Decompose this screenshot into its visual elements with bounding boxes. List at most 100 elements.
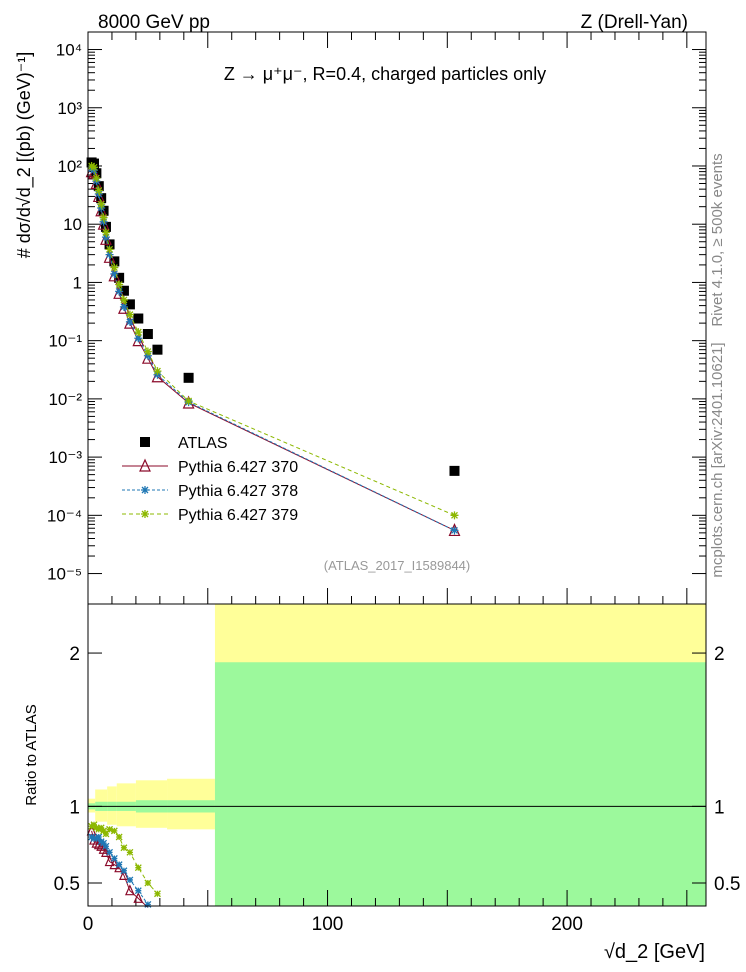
point-marker	[142, 329, 153, 340]
data-series	[85, 157, 461, 908]
ratio-ylabel: Ratio to ATLAS	[23, 704, 40, 805]
point-marker	[110, 269, 119, 278]
point-marker	[126, 876, 134, 884]
point-marker	[184, 396, 193, 405]
point-marker	[102, 830, 110, 838]
point-marker	[106, 825, 114, 833]
point-marker	[114, 272, 125, 283]
point-marker	[119, 302, 128, 311]
point-marker	[183, 372, 194, 383]
ytick-label: 10	[63, 215, 82, 234]
legend-label: Pythia 6.427 379	[178, 507, 298, 524]
point-marker	[125, 317, 134, 326]
legend-entry-0: ATLAS	[140, 435, 228, 452]
legend: ATLAS Pythia 6.427 370 Pythia 6.427 378 Pyt…	[122, 435, 298, 524]
point-marker	[110, 827, 118, 835]
ytick-label: 10³	[57, 99, 82, 118]
rivet-label: Rivet 4.1.0, ≥ 500k events	[709, 153, 726, 326]
point-marker	[134, 334, 143, 343]
point-marker	[143, 347, 152, 356]
legend-entry-1: Pythia 6.427 370	[122, 458, 298, 476]
ytick-label: 10⁻⁴	[47, 506, 82, 525]
top-ylabel: # dσ/d√d_2 [(pb) (GeV)⁻¹]	[14, 52, 35, 259]
point-marker	[95, 833, 103, 841]
point-marker	[143, 351, 152, 360]
ratio-series-1	[88, 833, 152, 908]
legend-label: ATLAS	[178, 435, 228, 452]
series-1	[85, 164, 461, 537]
point-marker	[102, 842, 110, 850]
point-marker	[92, 174, 101, 183]
point-marker	[118, 285, 129, 296]
point-marker	[113, 285, 126, 299]
point-marker	[110, 263, 119, 272]
point-marker	[96, 193, 107, 204]
point-marker	[120, 844, 128, 852]
point-marker	[134, 887, 142, 895]
point-marker	[154, 890, 161, 898]
legend-label: Pythia 6.427 370	[178, 459, 298, 476]
ratio-series-2	[88, 821, 161, 898]
ratio-ytick-label-right: 1	[714, 797, 725, 818]
point-marker	[133, 891, 144, 903]
ytick-label: 10⁻³	[48, 448, 82, 467]
point-marker	[123, 315, 136, 329]
point-marker	[99, 217, 108, 226]
point-marker	[124, 884, 135, 896]
point-marker	[106, 848, 114, 856]
point-marker	[125, 310, 134, 319]
legend-entry-3: Pythia 6.427 379	[122, 507, 298, 524]
ytick-label: 10⁻¹	[48, 332, 82, 351]
point-marker	[115, 280, 124, 289]
point-marker	[94, 186, 103, 195]
ratio-ytick-label: 2	[69, 644, 80, 665]
point-marker	[101, 228, 110, 237]
point-marker	[450, 511, 459, 520]
point-marker	[100, 221, 111, 232]
point-marker	[115, 861, 123, 869]
ratio-ytick-label-right: 0.5	[714, 874, 740, 895]
header-right: Z (Drell-Yan)	[581, 12, 688, 33]
point-marker	[117, 300, 130, 314]
xlabel: √d_2 [GeV]	[604, 941, 705, 963]
xtick-label: 200	[551, 914, 583, 935]
legend-entry-2: Pythia 6.427 378	[122, 483, 298, 500]
series-3	[87, 161, 459, 520]
xtick-label: 100	[312, 914, 344, 935]
point-marker	[99, 213, 108, 222]
ytick-label: 10²	[57, 157, 82, 176]
point-marker	[105, 245, 114, 254]
point-marker	[134, 328, 143, 337]
point-marker	[119, 295, 128, 304]
ratio-frame	[87, 603, 707, 907]
point-marker	[110, 855, 118, 862]
point-marker	[141, 510, 149, 518]
ratio-ytick-label: 1	[69, 797, 80, 818]
point-marker	[91, 836, 102, 848]
point-marker	[141, 486, 149, 494]
ytick-label: 10⁴	[56, 41, 82, 60]
point-marker	[139, 458, 151, 472]
legend-label: Pythia 6.427 378	[178, 483, 298, 500]
header-left: 8000 GeV pp	[98, 12, 210, 33]
point-marker	[144, 879, 152, 887]
point-marker	[97, 200, 106, 209]
point-marker	[93, 181, 104, 192]
point-marker	[124, 299, 135, 310]
ratio-ytick-label-right: 2	[714, 644, 725, 665]
point-marker	[120, 867, 128, 875]
point-marker	[115, 833, 123, 841]
main-title: Z → μ⁺μ⁻, R=0.4, charged particles only	[224, 64, 546, 84]
point-marker	[133, 313, 144, 324]
point-marker	[450, 526, 459, 535]
series-0	[86, 157, 460, 476]
point-marker	[119, 868, 129, 880]
point-marker	[105, 250, 114, 259]
point-marker	[87, 161, 96, 170]
point-marker	[89, 163, 98, 172]
ytick-label: 10⁻⁵	[47, 565, 82, 584]
ratio-bands	[88, 604, 706, 906]
point-marker	[115, 287, 124, 296]
